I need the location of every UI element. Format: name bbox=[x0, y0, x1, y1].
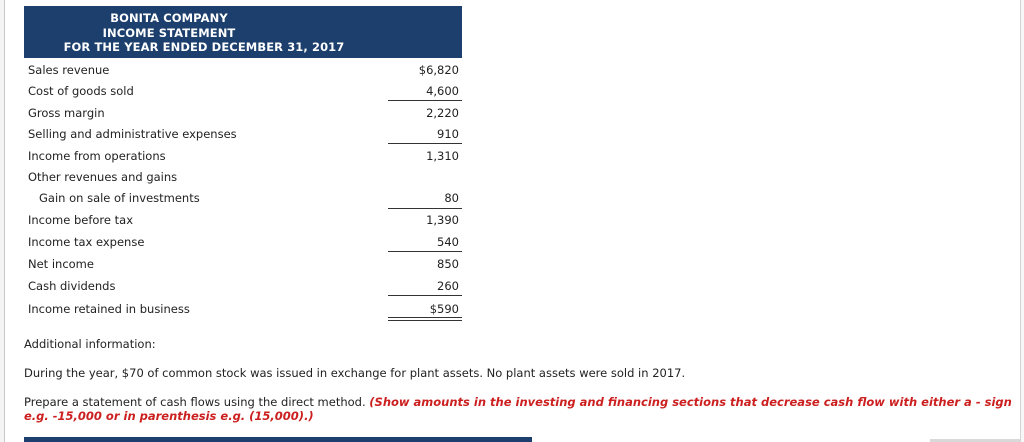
row-income-before-tax: Income before tax 1,390 bbox=[24, 210, 464, 230]
row-value: 1,310 bbox=[426, 149, 459, 163]
row-value: 1,390 bbox=[426, 213, 459, 227]
row-net-income: Net income 850 bbox=[24, 254, 464, 274]
row-income-retained-in-business: Income retained in business $590 bbox=[24, 299, 464, 319]
double-underline-top bbox=[388, 317, 462, 318]
instructions-note-line-2: e.g. -15,000 or in parenthesis e.g. (15,… bbox=[24, 409, 314, 423]
row-value: $6,820 bbox=[418, 63, 459, 77]
instructions-prefix: Prepare a statement of cash flows using … bbox=[24, 395, 370, 409]
row-other-revenues-gains: Other revenues and gains bbox=[24, 167, 464, 187]
row-gross-margin: Gross margin 2,220 bbox=[24, 103, 464, 123]
underline-rule bbox=[388, 208, 462, 209]
window-right-border bbox=[1020, 0, 1024, 442]
instructions-line-2: e.g. -15,000 or in parenthesis e.g. (15,… bbox=[24, 409, 314, 423]
row-label: Net income bbox=[28, 257, 94, 271]
row-value: 540 bbox=[437, 235, 459, 249]
row-label: Income retained in business bbox=[28, 302, 190, 316]
company-name: BONITA COMPANY bbox=[110, 11, 228, 25]
statement-period: FOR THE YEAR ENDED DECEMBER 31, 2017 bbox=[63, 40, 345, 54]
row-label: Income before tax bbox=[28, 213, 133, 227]
instructions-line-1: Prepare a statement of cash flows using … bbox=[24, 395, 1012, 409]
scroll-region-edge bbox=[930, 439, 1020, 442]
row-label: Income tax expense bbox=[28, 235, 145, 249]
row-value: $590 bbox=[429, 302, 459, 316]
row-gain-on-sale-of-investments: Gain on sale of investments 80 bbox=[24, 188, 464, 208]
additional-info-text: During the year, $70 of common stock was… bbox=[24, 366, 686, 380]
underline-rule bbox=[388, 251, 462, 252]
row-value: 260 bbox=[437, 279, 459, 293]
row-selling-admin-expenses: Selling and administrative expenses 910 bbox=[24, 124, 464, 144]
row-value: 910 bbox=[437, 127, 459, 141]
statement-title: INCOME STATEMENT bbox=[102, 26, 236, 40]
row-sales-revenue: Sales revenue $6,820 bbox=[24, 60, 464, 80]
row-label: Sales revenue bbox=[28, 63, 110, 77]
row-label: Cash dividends bbox=[28, 279, 116, 293]
row-label: Gross margin bbox=[28, 106, 105, 120]
next-section-header-bar bbox=[24, 437, 532, 442]
row-label: Other revenues and gains bbox=[28, 170, 178, 184]
row-label: Gain on sale of investments bbox=[39, 191, 200, 205]
double-underline-bottom bbox=[388, 320, 462, 321]
row-cash-dividends: Cash dividends 260 bbox=[24, 276, 464, 296]
instructions-note-line-1: (Show amounts in the investing and finan… bbox=[369, 395, 1012, 409]
statement-header: BONITA COMPANY INCOME STATEMENT FOR THE … bbox=[24, 6, 462, 58]
row-value: 80 bbox=[444, 191, 459, 205]
row-income-from-operations: Income from operations 1,310 bbox=[24, 146, 464, 166]
underline-rule bbox=[388, 295, 462, 296]
row-label: Income from operations bbox=[28, 149, 166, 163]
row-value: 2,220 bbox=[426, 106, 459, 120]
row-value: 4,600 bbox=[426, 84, 459, 98]
window-left-border bbox=[0, 0, 5, 442]
row-income-tax-expense: Income tax expense 540 bbox=[24, 232, 464, 252]
row-label: Selling and administrative expenses bbox=[28, 127, 237, 141]
underline-rule bbox=[388, 143, 462, 144]
row-cost-of-goods-sold: Cost of goods sold 4,600 bbox=[24, 81, 464, 101]
additional-info-heading: Additional information: bbox=[24, 337, 156, 351]
row-label: Cost of goods sold bbox=[28, 84, 134, 98]
underline-rule bbox=[388, 100, 462, 101]
row-value: 850 bbox=[437, 257, 459, 271]
